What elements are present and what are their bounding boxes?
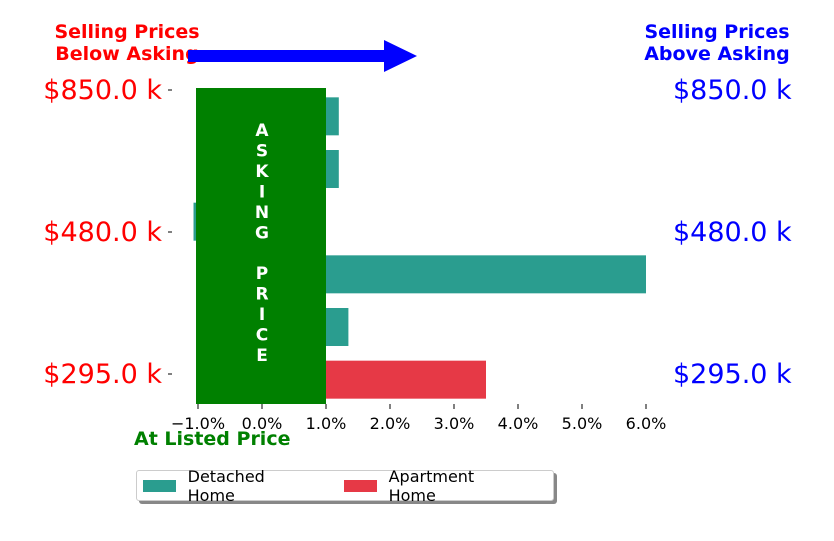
left-price-label-1: $480.0 k [43,217,162,248]
x-tick-label-1: 0.0% [242,414,283,433]
band-letter-4: N [255,203,269,223]
band-letter-3: I [259,183,265,203]
at-listed-price-label: At Listed Price [134,428,290,450]
band-letter-8: R [255,285,268,305]
legend-swatch-detached [143,479,176,492]
band-letter-9: I [259,305,265,325]
band-letter-7: P [256,264,268,284]
legend-swatch-apartment [343,479,377,492]
asking-price-band [196,88,326,404]
above-asking-note-line2: Above Asking [644,43,790,65]
x-tick-label-0: −1.0% [171,414,225,433]
legend-label-apartment: Apartment Home [388,466,475,505]
direction-arrow [188,40,417,72]
above-asking-note-line1: Selling Prices [644,21,789,43]
legend-label-detached: Detached Home [187,466,265,505]
legend: Detached Home Apartment Home [136,467,554,505]
x-tick-label-5: 4.0% [498,414,539,433]
right-price-label-2: $295.0 k [673,359,792,390]
band-letter-1: S [256,142,268,162]
x-tick-label-7: 6.0% [626,414,667,433]
x-tick-label-4: 3.0% [434,414,475,433]
x-tick-label-6: 5.0% [562,414,603,433]
below-asking-note-line1: Selling Prices [54,21,199,43]
legend-item-detached: Detached Home [143,467,312,505]
right-price-label-0: $850.0 k [673,75,792,106]
band-letter-5: G [255,224,269,244]
band-letter-2: K [255,162,269,182]
right-price-label-1: $480.0 k [673,217,792,248]
x-tick-label-3: 2.0% [370,414,411,433]
left-price-label-0: $850.0 k [43,75,162,106]
band-letter-10: C [256,326,268,346]
legend-item-apartment: Apartment Home [343,466,521,505]
x-tick-label-2: 1.0% [306,414,347,433]
left-price-label-2: $295.0 k [43,359,162,390]
band-letter-0: A [255,121,269,141]
band-letter-11: E [256,346,268,366]
below-asking-note-line2: Below Asking [55,43,198,65]
